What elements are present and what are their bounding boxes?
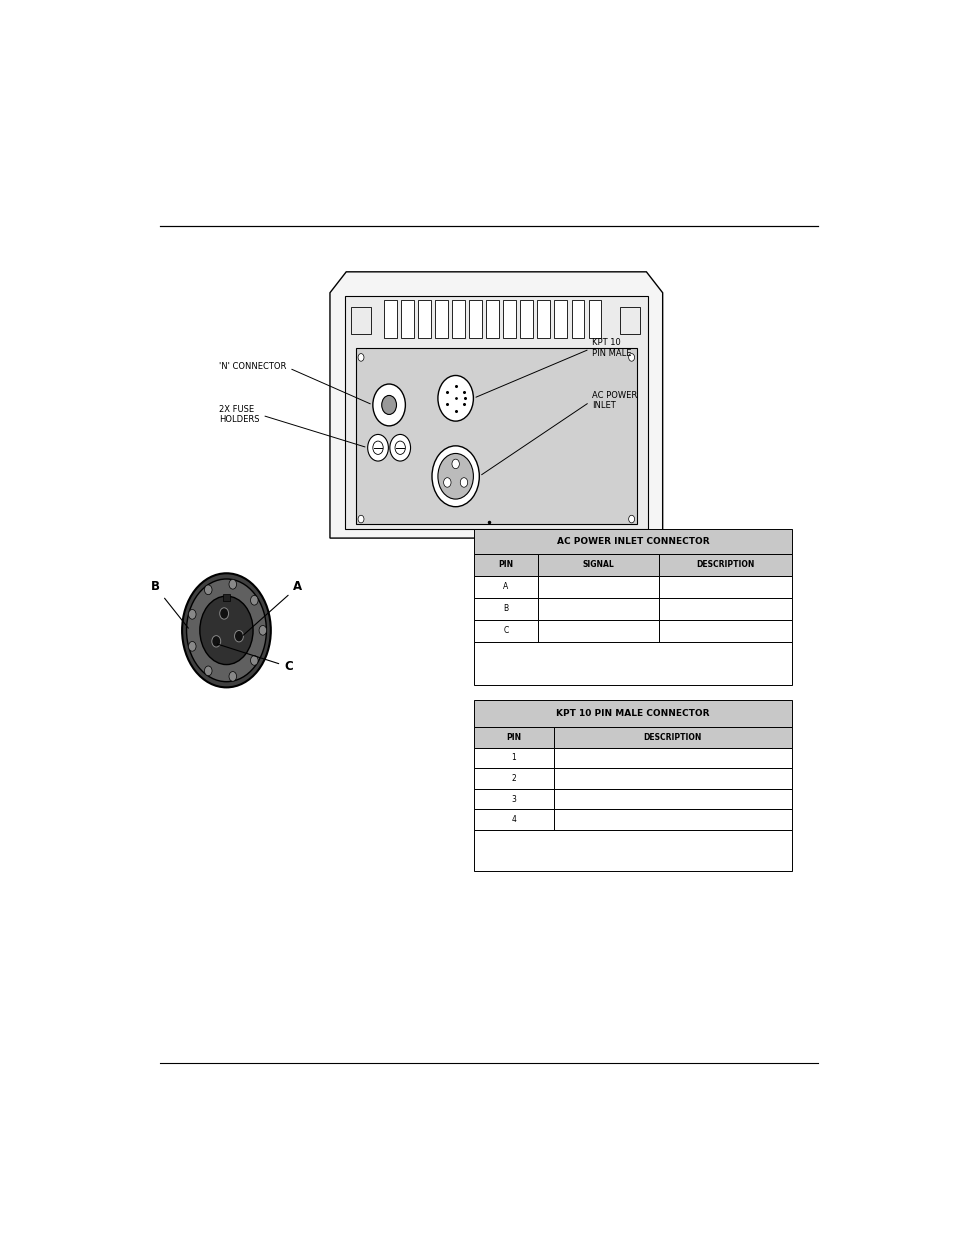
Circle shape bbox=[229, 579, 236, 589]
Bar bbox=[553, 789, 791, 809]
Circle shape bbox=[199, 597, 253, 664]
Circle shape bbox=[251, 595, 258, 605]
Bar bbox=[658, 553, 791, 576]
Circle shape bbox=[357, 515, 364, 522]
Text: C: C bbox=[503, 626, 508, 635]
Bar bbox=[553, 727, 791, 747]
Bar bbox=[658, 598, 791, 620]
Bar bbox=[452, 300, 464, 338]
Text: AC POWER
INLET: AC POWER INLET bbox=[481, 390, 637, 474]
Circle shape bbox=[259, 625, 266, 635]
Circle shape bbox=[373, 441, 383, 454]
Bar bbox=[553, 768, 791, 789]
Bar bbox=[400, 300, 414, 338]
Circle shape bbox=[219, 608, 229, 619]
Circle shape bbox=[187, 579, 266, 682]
Bar bbox=[474, 553, 537, 576]
Text: KPT 10 PIN MALE CONNECTOR: KPT 10 PIN MALE CONNECTOR bbox=[556, 709, 709, 718]
Bar bbox=[537, 576, 658, 598]
Circle shape bbox=[373, 384, 405, 426]
Bar bbox=[474, 727, 553, 747]
Text: PIN: PIN bbox=[506, 732, 521, 742]
Bar bbox=[474, 747, 553, 768]
Bar bbox=[355, 348, 636, 524]
Bar bbox=[658, 576, 791, 598]
Circle shape bbox=[381, 395, 396, 415]
Text: KPT 10
PIN MALE: KPT 10 PIN MALE bbox=[476, 338, 631, 398]
Bar bbox=[537, 620, 658, 641]
Text: 1: 1 bbox=[511, 753, 516, 762]
Circle shape bbox=[437, 375, 473, 421]
Text: DESCRIPTION: DESCRIPTION bbox=[696, 561, 754, 569]
Bar bbox=[553, 809, 791, 830]
Bar bbox=[619, 308, 639, 333]
Text: A: A bbox=[503, 582, 508, 592]
Circle shape bbox=[628, 353, 634, 361]
Bar bbox=[474, 830, 791, 871]
Bar bbox=[519, 300, 533, 338]
Circle shape bbox=[459, 478, 467, 488]
Circle shape bbox=[452, 459, 459, 468]
Bar bbox=[344, 295, 647, 529]
Bar bbox=[474, 641, 791, 685]
Bar bbox=[435, 300, 447, 338]
Text: 2X FUSE
HOLDERS: 2X FUSE HOLDERS bbox=[219, 405, 365, 447]
Bar bbox=[486, 300, 498, 338]
Text: AC POWER INLET CONNECTOR: AC POWER INLET CONNECTOR bbox=[557, 537, 709, 546]
Text: 'N' CONNECTOR: 'N' CONNECTOR bbox=[219, 362, 370, 404]
Text: C: C bbox=[217, 643, 293, 673]
Circle shape bbox=[437, 453, 473, 499]
Circle shape bbox=[357, 353, 364, 361]
Bar bbox=[474, 576, 537, 598]
Circle shape bbox=[204, 666, 212, 676]
Bar bbox=[223, 594, 230, 600]
Text: B: B bbox=[151, 580, 188, 629]
Bar bbox=[417, 300, 431, 338]
Circle shape bbox=[189, 641, 195, 651]
Bar bbox=[588, 300, 600, 338]
Circle shape bbox=[390, 435, 410, 461]
Bar bbox=[474, 700, 791, 727]
Bar bbox=[537, 300, 550, 338]
Text: A: A bbox=[243, 580, 302, 635]
Bar bbox=[658, 620, 791, 641]
Text: 4: 4 bbox=[511, 815, 516, 824]
Circle shape bbox=[443, 478, 451, 488]
Circle shape bbox=[229, 672, 236, 682]
Bar bbox=[503, 300, 516, 338]
Text: B: B bbox=[503, 604, 508, 613]
Bar bbox=[537, 553, 658, 576]
Bar bbox=[474, 768, 553, 789]
Bar bbox=[474, 789, 553, 809]
Text: 3: 3 bbox=[511, 794, 516, 804]
Bar bbox=[554, 300, 567, 338]
Circle shape bbox=[432, 446, 478, 506]
Circle shape bbox=[234, 631, 243, 642]
Text: PIN: PIN bbox=[497, 561, 513, 569]
Bar bbox=[553, 747, 791, 768]
Bar bbox=[474, 598, 537, 620]
Bar bbox=[474, 529, 791, 553]
Text: 2: 2 bbox=[511, 774, 516, 783]
Circle shape bbox=[189, 610, 195, 619]
Circle shape bbox=[628, 515, 634, 522]
Circle shape bbox=[395, 441, 405, 454]
Circle shape bbox=[204, 585, 212, 595]
Bar bbox=[469, 300, 481, 338]
Text: DESCRIPTION: DESCRIPTION bbox=[643, 732, 701, 742]
Circle shape bbox=[182, 573, 271, 688]
Bar bbox=[474, 620, 537, 641]
Circle shape bbox=[212, 636, 220, 647]
Text: SIGNAL: SIGNAL bbox=[581, 561, 614, 569]
Bar bbox=[383, 300, 396, 338]
Circle shape bbox=[367, 435, 388, 461]
Bar bbox=[571, 300, 584, 338]
Bar bbox=[474, 809, 553, 830]
Bar bbox=[537, 598, 658, 620]
Circle shape bbox=[251, 656, 258, 666]
Bar bbox=[351, 308, 371, 333]
Polygon shape bbox=[330, 272, 662, 538]
